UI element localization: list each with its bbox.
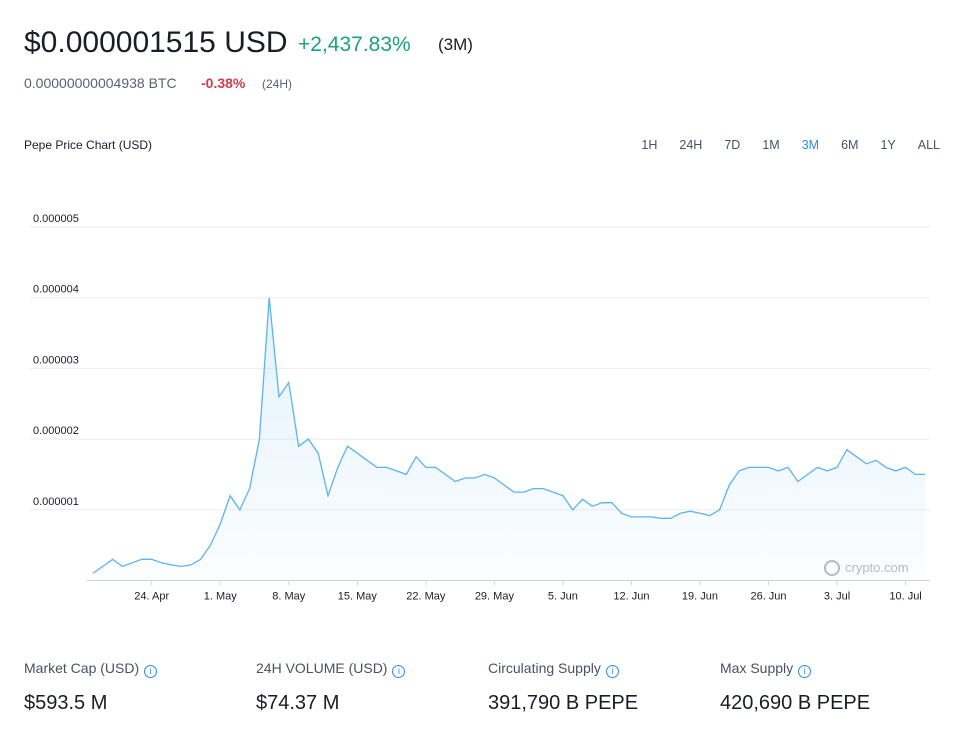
watermark: crypto.com <box>845 560 909 575</box>
area <box>93 297 926 581</box>
stat-label-text: Market Cap (USD) <box>24 660 140 676</box>
btc-period: (24H) <box>262 77 293 91</box>
stat-value: 391,790 B PEPE <box>488 692 639 714</box>
range-button[interactable]: 1H <box>641 138 658 152</box>
y-tick-label: 0.000004 <box>33 284 79 296</box>
price: $0.000001515 USD <box>24 26 288 59</box>
info-icon[interactable]: i <box>798 665 812 678</box>
range-button[interactable]: 7D <box>724 138 741 152</box>
stat-label: Circulating Supply i <box>488 660 638 678</box>
x-tick-label: 24. Apr <box>134 591 169 603</box>
chart-title: Pepe Price Chart (USD) <box>24 138 153 152</box>
price-line <box>92 297 926 574</box>
chart: 0.000001 0.000002 0.000003 0.000004 0.000005… <box>30 213 930 603</box>
change-period: (3M) <box>438 35 473 54</box>
y-tick-label: 0.000002 <box>33 425 79 437</box>
stat-label: Market Cap (USD) i <box>24 660 158 678</box>
y-tick-label: 0.000001 <box>33 496 79 508</box>
info-icon[interactable]: i <box>144 665 158 678</box>
range-button[interactable]: 24H <box>679 138 703 152</box>
y-tick-label: 0.000003 <box>33 354 79 366</box>
range-button[interactable]: 3M <box>801 138 820 152</box>
btc-price: 0.00000000004938 BTC <box>24 75 177 91</box>
watermark-logo <box>824 560 840 576</box>
x-tick-label: 12. Jun <box>613 591 649 603</box>
range-button[interactable]: 1Y <box>880 138 896 152</box>
x-tick-label: 8. May <box>272 591 306 603</box>
info-icon[interactable]: i <box>605 665 619 678</box>
x-tick-label: 5. Jun <box>548 591 578 603</box>
info-icon[interactable]: i <box>392 665 406 678</box>
stat-label-text: Circulating Supply <box>488 660 601 676</box>
range-button[interactable]: ALL <box>917 138 940 152</box>
stat-label-text: Max Supply <box>720 660 794 676</box>
x-tick-label: 3. Jul <box>824 591 850 603</box>
x-tick-label: 26. Jun <box>750 591 786 603</box>
stat: Market Cap (USD) i $593.5 M <box>24 660 158 715</box>
stat-value: $74.37 M <box>256 692 340 714</box>
range-button[interactable]: 6M <box>841 138 859 152</box>
x-tick-label: 10. Jul <box>889 591 921 603</box>
btc-change: -0.38% <box>201 75 246 91</box>
y-tick-label: 0.000005 <box>33 213 79 225</box>
stat-value: $593.5 M <box>24 692 108 714</box>
stat: Max Supply i 420,690 B PEPE <box>720 660 870 715</box>
x-tick-label: 29. May <box>475 591 515 603</box>
stat-label-text: 24H VOLUME (USD) <box>256 660 388 676</box>
range-selector: 1H 24H 7D 1M 3M 6M 1Y ALL <box>619 138 940 152</box>
x-tick-label: 1. May <box>204 591 238 603</box>
stat-label: Max Supply i <box>720 660 870 678</box>
x-tick-label: 19. Jun <box>682 591 718 603</box>
range-button[interactable]: 1M <box>762 138 780 152</box>
stat: 24H VOLUME (USD) i $74.37 M <box>256 660 406 715</box>
stat-value: 420,690 B PEPE <box>720 692 871 714</box>
stat-label: 24H VOLUME (USD) i <box>256 660 406 678</box>
x-tick-label: 22. May <box>406 591 446 603</box>
x-tick-label: 15. May <box>338 591 378 603</box>
stat: Circulating Supply i 391,790 B PEPE <box>488 660 638 715</box>
price-change: +2,437.83% <box>298 33 411 56</box>
